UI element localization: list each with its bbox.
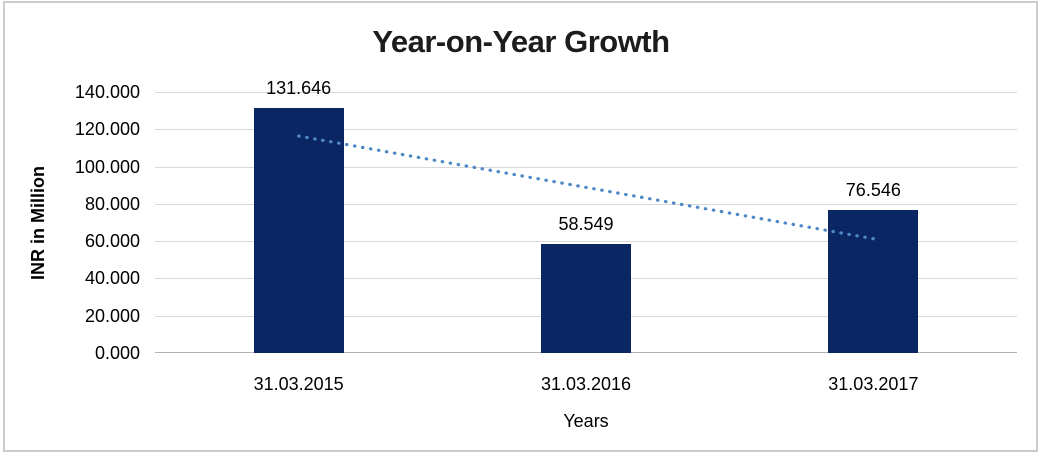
chart-title: Year-on-Year Growth xyxy=(372,24,670,59)
y-tick-label: 60.000 xyxy=(84,231,140,252)
y-tick-label: 40.000 xyxy=(84,268,140,289)
bar-31.03.2015 xyxy=(253,107,344,353)
gridline xyxy=(155,241,1017,243)
x-tick-label: 31.03.2015 xyxy=(253,374,344,394)
bar-31.03.2016 xyxy=(541,243,631,353)
gridline xyxy=(155,129,1017,131)
y-tick-label: 120.000 xyxy=(74,119,140,140)
chart-border xyxy=(3,1,1038,452)
y-tick-label: 100.000 xyxy=(74,156,140,177)
trendline xyxy=(297,134,875,241)
trendline-dotted-line xyxy=(297,134,875,241)
y-tick-label: 80.000 xyxy=(84,193,140,214)
y-axis-title: INR in Million xyxy=(28,166,48,280)
x-axis-title: Years xyxy=(563,411,609,431)
y-tick-label: 0.000 xyxy=(94,343,140,363)
bar-data-label: 131.646 xyxy=(266,77,332,98)
bar-data-label: 76.546 xyxy=(845,180,901,201)
bar-31.03.2017 xyxy=(828,210,919,353)
gridline xyxy=(155,92,1017,93)
y-tick-label: 140.000 xyxy=(74,82,140,102)
bar-data-label: 58.549 xyxy=(558,213,614,234)
plot-area xyxy=(155,92,1017,353)
gridline xyxy=(155,166,1017,168)
y-tick-label: 20.000 xyxy=(84,305,140,326)
x-tick-label: 31.03.2017 xyxy=(828,374,919,394)
x-tick-label: 31.03.2016 xyxy=(540,374,632,394)
gridline xyxy=(155,203,1017,205)
